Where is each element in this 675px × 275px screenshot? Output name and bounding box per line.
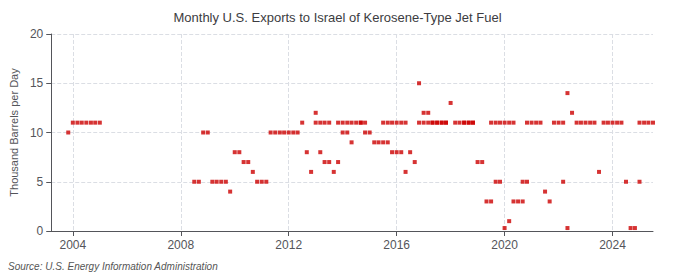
- svg-text:2004: 2004: [59, 238, 86, 252]
- svg-text:2024: 2024: [599, 238, 626, 252]
- svg-text:2012: 2012: [275, 238, 302, 252]
- svg-text:Source: U.S. Energy Informatio: Source: U.S. Energy Information Administ…: [8, 261, 218, 272]
- svg-text:5: 5: [37, 175, 44, 189]
- svg-text:15: 15: [30, 76, 44, 90]
- svg-text:0: 0: [37, 224, 44, 238]
- svg-text:20: 20: [30, 27, 44, 41]
- svg-text:Monthly U.S. Exports to Israel: Monthly U.S. Exports to Israel of Kerose…: [173, 10, 501, 25]
- svg-text:2016: 2016: [383, 238, 410, 252]
- svg-text:10: 10: [30, 126, 44, 140]
- svg-text:2008: 2008: [167, 238, 194, 252]
- svg-text:Thousand Barrels per Day: Thousand Barrels per Day: [8, 68, 20, 197]
- svg-text:2020: 2020: [491, 238, 518, 252]
